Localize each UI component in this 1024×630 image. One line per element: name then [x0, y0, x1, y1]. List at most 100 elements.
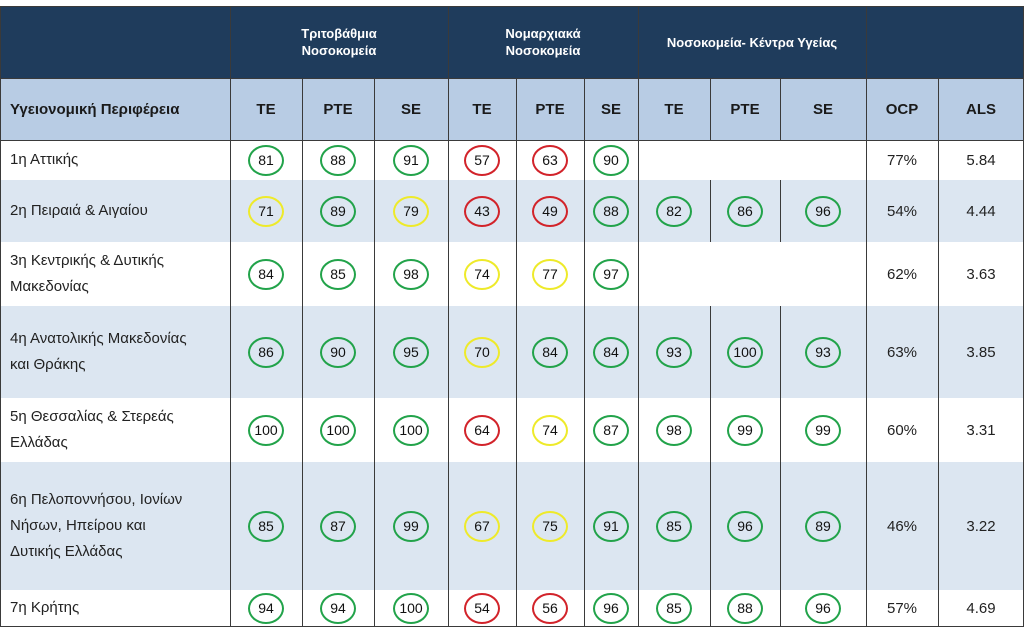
- als-value: 5.84: [966, 151, 996, 169]
- score-cell: 81: [230, 140, 302, 180]
- score-circle-green: 96: [727, 510, 763, 542]
- grid-vline: [710, 306, 711, 398]
- grid-vline: [584, 462, 585, 590]
- grid-vline: [302, 78, 303, 140]
- score-circle-green: 84: [532, 336, 568, 368]
- column-header-region: Υγειονομική Περιφέρεια: [0, 78, 230, 140]
- score-circle-green: 93: [656, 336, 692, 368]
- score-cell: 100: [374, 590, 448, 626]
- score-cell: 91: [584, 462, 638, 590]
- score-cell: 82: [638, 180, 710, 242]
- grid-vline: [938, 306, 939, 398]
- als-value: 4.69: [966, 599, 996, 617]
- column-header-ocp-10: OCP: [866, 78, 938, 140]
- score-cell: 100: [302, 398, 374, 462]
- grid-vline: [780, 398, 781, 462]
- score-circle-yellow: 71: [248, 195, 284, 227]
- score-cell: 93: [638, 306, 710, 398]
- grid-vline: [516, 590, 517, 626]
- score-cell: [710, 140, 780, 180]
- grid-vline: [516, 140, 517, 180]
- score-cell: 84: [584, 306, 638, 398]
- grid-vline: [374, 462, 375, 590]
- score-circle-yellow: 74: [532, 414, 568, 446]
- grid-vline: [938, 398, 939, 462]
- ocp-value: 63%: [886, 343, 918, 361]
- grid-vline: [448, 180, 449, 242]
- grid-vline: [516, 306, 517, 398]
- grid-vline: [302, 140, 303, 180]
- grid-vline: [584, 180, 585, 242]
- score-circle-green: 85: [656, 592, 692, 624]
- score-circle-green: 100: [248, 414, 284, 446]
- als-value: 3.31: [966, 421, 996, 439]
- grid-vline: [638, 306, 639, 398]
- score-circle-green: 82: [656, 195, 692, 227]
- score-circle-green: 88: [593, 195, 629, 227]
- score-circle-green: 94: [248, 592, 284, 624]
- score-cell: 100: [710, 306, 780, 398]
- grid-vline: [584, 306, 585, 398]
- grid-vline: [638, 590, 639, 626]
- score-circle-yellow: 74: [464, 258, 500, 290]
- grid-vline: [866, 462, 867, 590]
- region-name: 7η Κρήτης: [10, 599, 80, 616]
- score-circle-green: 89: [805, 510, 841, 542]
- region-name: 4η Ανατολικής Μακεδονίας και Θράκης: [10, 330, 187, 373]
- score-cell: 57: [448, 140, 516, 180]
- column-header-se-3: SE: [374, 78, 448, 140]
- score-cell: 88: [584, 180, 638, 242]
- als-value: 4.44: [966, 202, 996, 220]
- score-circle-green: 95: [393, 336, 429, 368]
- ocp-value: 62%: [886, 265, 918, 283]
- score-circle-green: 85: [320, 258, 356, 290]
- grid-vline: [866, 590, 867, 626]
- grid-vline: [584, 398, 585, 462]
- score-cell: 90: [584, 140, 638, 180]
- grid-vline: [448, 590, 449, 626]
- grid-vline: [448, 6, 449, 140]
- grid-vline: [230, 462, 231, 590]
- grid-vline: [866, 306, 867, 398]
- score-cell: 97: [584, 242, 638, 306]
- grid-vline: [516, 242, 517, 306]
- grid-vline: [230, 306, 231, 398]
- score-cell: 86: [230, 306, 302, 398]
- grid-vline: [302, 590, 303, 626]
- grid-vline: [638, 78, 639, 140]
- score-cell: 54: [448, 590, 516, 626]
- grid-vline: [710, 180, 711, 242]
- grid-vline: [374, 590, 375, 626]
- score-cell: 89: [780, 462, 866, 590]
- grid-vline: [0, 462, 1, 590]
- als-value: 3.63: [966, 265, 996, 283]
- grid-vline: [938, 140, 939, 180]
- score-circle-yellow: 67: [464, 510, 500, 542]
- grid-vline: [448, 398, 449, 462]
- score-circle-green: 94: [320, 592, 356, 624]
- region-name: 6η Πελοποννήσου, Ιονίων Νήσων, Ηπείρου κ…: [10, 491, 183, 560]
- grid-vline: [302, 462, 303, 590]
- grid-vline: [584, 140, 585, 180]
- score-cell: 90: [302, 306, 374, 398]
- ocp-value: 46%: [886, 517, 918, 535]
- score-cell: 43: [448, 180, 516, 242]
- score-cell: 84: [230, 242, 302, 306]
- score-cell: 85: [638, 590, 710, 626]
- score-cell: [780, 242, 866, 306]
- column-header-pte-5: PTE: [516, 78, 584, 140]
- grid-vline: [584, 590, 585, 626]
- score-circle-green: 81: [248, 144, 284, 176]
- grid-vline: [0, 398, 1, 462]
- grid-vline: [230, 398, 231, 462]
- grid-vline: [516, 180, 517, 242]
- score-cell: 96: [780, 180, 866, 242]
- grid-vline: [866, 398, 867, 462]
- grid-vline: [0, 140, 1, 180]
- grid-hline: [0, 140, 1024, 141]
- score-circle-green: 88: [727, 592, 763, 624]
- score-cell: 74: [516, 398, 584, 462]
- score-cell: 99: [374, 462, 448, 590]
- score-circle-green: 98: [656, 414, 692, 446]
- column-header-pte-8: PTE: [710, 78, 780, 140]
